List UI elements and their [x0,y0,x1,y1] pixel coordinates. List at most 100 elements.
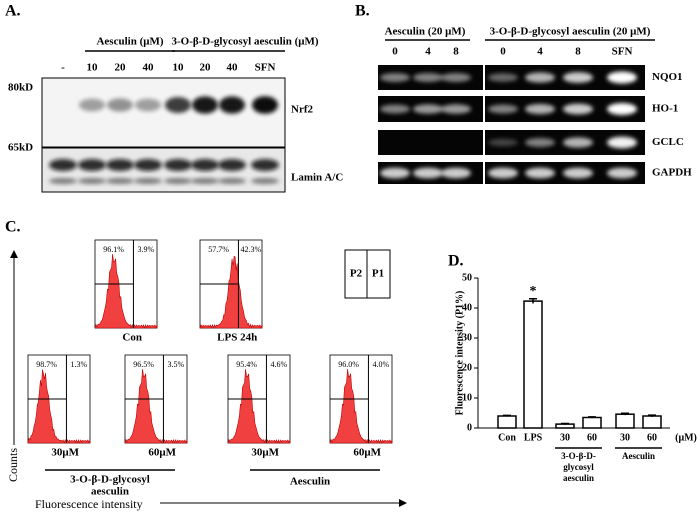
band [441,73,471,82]
group-label: Aesculin [622,451,655,461]
percent-label: 98.7% [36,360,57,369]
plot-label: LPS 24h [217,332,257,344]
percent-label: 1.3% [71,360,88,369]
marker-label: 65kD [8,142,33,154]
band [413,73,443,82]
histogram [27,369,91,444]
error-bar [621,412,629,416]
y-tick-label: 0 [467,422,472,433]
band [164,178,192,184]
bar [523,300,543,429]
group-label: Aesculin (μM) [96,36,163,48]
plot-label: 30μM [51,447,79,459]
band [219,96,245,114]
percent-label: 95.4% [236,360,257,369]
group-label: aesculin [563,473,594,483]
blot [41,77,286,148]
band [106,178,134,184]
band [164,159,192,171]
band [165,97,191,113]
y-tick-label: 10 [462,392,472,403]
y-tick-label: 30 [462,332,472,343]
error-bar [588,416,596,419]
band [563,72,593,83]
group-label: 3-O-β-D-glycosyl [70,474,150,486]
histogram [329,368,393,444]
marker-label: 80kD [8,82,33,94]
group-label: 3-O-β-D-glycosyl aesculin (μM) [171,36,318,48]
histogram [94,253,158,329]
group-label: Aesculin (20 μM) [385,26,466,38]
band [78,159,106,171]
band [134,178,162,184]
panel-label: B. [355,3,370,20]
x-tick-label: 30 [560,432,570,443]
band [49,178,77,184]
band [251,159,279,171]
band [107,98,133,112]
band [252,96,278,114]
bar [642,415,662,429]
band [218,178,246,184]
panel-label: A. [5,3,21,20]
band [441,104,471,114]
percent-label: 42.3% [241,245,262,254]
lane-label: 4 [537,46,543,58]
band [134,159,162,171]
lane-label: 0 [392,46,398,58]
panel-label: D. [448,253,464,270]
plot-label: Con [122,332,142,344]
x-tick-label: LPS [524,432,543,443]
x-tick-label: 60 [587,432,597,443]
gene-label: GCLC [652,136,684,148]
band [607,136,637,149]
plot-label: 60μM [353,447,381,459]
y-tick-label: 50 [462,272,472,283]
band [563,167,593,179]
lane-label: SFN [255,62,276,74]
band [525,103,555,115]
band [380,73,410,82]
y-tick-label: 40 [462,302,472,313]
gene-label: HO-1 [652,103,678,115]
protein-label: Nrf2 [291,104,313,116]
lane-label: 40 [143,62,155,74]
band [413,167,443,179]
band [192,96,218,114]
band [218,159,246,171]
lane-label: 20 [200,62,212,74]
x-tick-label: 30 [620,432,630,443]
x-tick-label: 60 [647,432,657,443]
plot-label: 60μM [148,447,176,459]
band [525,167,555,179]
lane-label: - [61,62,65,74]
lane-label: 10 [173,62,185,74]
group-label: 3-O-β-D- [561,451,596,461]
plot-label: 30μM [251,447,279,459]
band [441,167,471,179]
percent-label: 96.0% [338,360,359,369]
x-tick-label: Con [498,432,516,443]
error-bar [503,414,511,417]
band [135,98,161,112]
band [106,159,134,171]
lane-label: 0 [500,46,506,58]
unit-label: (μM) [675,432,697,443]
lane-label: SFN [612,46,633,58]
band [563,137,593,148]
band [488,73,518,82]
y-tick-label: 20 [462,362,472,373]
panel-label: C. [5,219,21,236]
error-bar [561,422,569,425]
annotation: * [530,284,537,299]
percent-label: 96.1% [103,245,124,254]
lane-label: 40 [227,62,239,74]
band [251,178,279,184]
band [525,138,555,147]
gate-label: P2 [350,268,363,280]
lane-label: 10 [87,62,99,74]
band [79,98,105,112]
percent-label: 96.5% [133,360,154,369]
axis-label: Fluorescence intensity [35,497,143,511]
